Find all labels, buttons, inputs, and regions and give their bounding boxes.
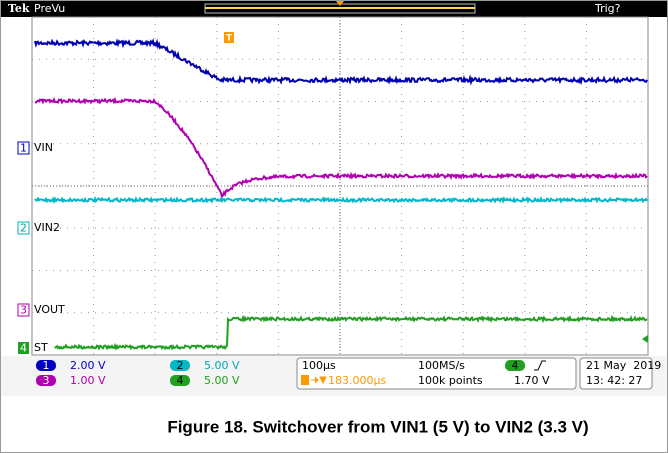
ch1-number: 1 bbox=[20, 142, 27, 155]
ch2-number: 2 bbox=[20, 222, 27, 235]
waveforms bbox=[34, 38, 648, 351]
ch1-label: VIN bbox=[34, 141, 53, 154]
datetime-panel bbox=[579, 357, 653, 390]
ch3-status-badge bbox=[36, 375, 56, 386]
ch4-badge bbox=[18, 342, 29, 354]
waveform bbox=[54, 314, 648, 351]
ch1-status-number: 1 bbox=[43, 359, 50, 372]
ch4-scale: 5.00 V bbox=[204, 374, 240, 387]
ch4-number: 4 bbox=[20, 342, 27, 355]
ch4-status-badge bbox=[170, 375, 190, 386]
trigger-position: 183.000μs bbox=[328, 374, 386, 387]
ch2-status-badge bbox=[170, 360, 190, 371]
trigger-pos-arrows bbox=[311, 376, 327, 385]
ch1-status-badge bbox=[36, 360, 56, 371]
mode: PreVu bbox=[34, 2, 65, 15]
caption: Figure 18. Switchover from VIN1 (5 V) to… bbox=[167, 417, 588, 436]
brand: Tek bbox=[8, 2, 30, 15]
ch1-badge bbox=[17, 141, 30, 155]
trigger-marker-box bbox=[224, 32, 234, 43]
ch2-label: VIN2 bbox=[34, 221, 60, 234]
ch2-status-number: 2 bbox=[177, 359, 184, 372]
trigger-marker: T bbox=[226, 34, 233, 44]
trigger-edge-icon bbox=[534, 360, 546, 371]
channel-labels: 1 VIN 2 VIN2 3 VOUT 4 ST bbox=[17, 141, 648, 355]
waveform bbox=[34, 195, 648, 205]
date: 21 May 2019 bbox=[586, 359, 661, 372]
trigger-pos-icon bbox=[301, 375, 309, 385]
ch4-status-number: 4 bbox=[177, 374, 184, 387]
trigger-source: 4 bbox=[512, 359, 519, 372]
trigger-source-badge bbox=[505, 360, 525, 371]
ch3-status-number: 3 bbox=[43, 374, 50, 387]
ch2-badge bbox=[17, 221, 30, 235]
ch3-badge bbox=[17, 303, 30, 317]
time: 13: 42: 27 bbox=[586, 374, 642, 387]
timebase: 100μs bbox=[302, 359, 336, 372]
ch4-level-marker bbox=[642, 335, 648, 343]
waveform bbox=[34, 96, 648, 199]
waveform bbox=[34, 38, 648, 86]
status-bar: 1 2.00 V 3 1.00 V 2 5.00 V 4 5.00 V 100μ… bbox=[1, 356, 667, 396]
graticule bbox=[32, 17, 648, 355]
trigger-pointer bbox=[336, 1, 344, 6]
ch3-scale: 1.00 V bbox=[70, 374, 106, 387]
sample-rate: 100MS/s bbox=[418, 359, 465, 372]
ch2-scale: 5.00 V bbox=[204, 359, 240, 372]
record-length: 100k points bbox=[418, 374, 483, 387]
ch3-label: VOUT bbox=[34, 303, 65, 316]
trigger-level: 1.70 V bbox=[514, 374, 550, 387]
ch4-label: ST bbox=[34, 341, 48, 354]
ch3-number: 3 bbox=[20, 304, 27, 317]
trigger-status: Trig? bbox=[594, 2, 621, 15]
ch1-scale: 2.00 V bbox=[70, 359, 106, 372]
